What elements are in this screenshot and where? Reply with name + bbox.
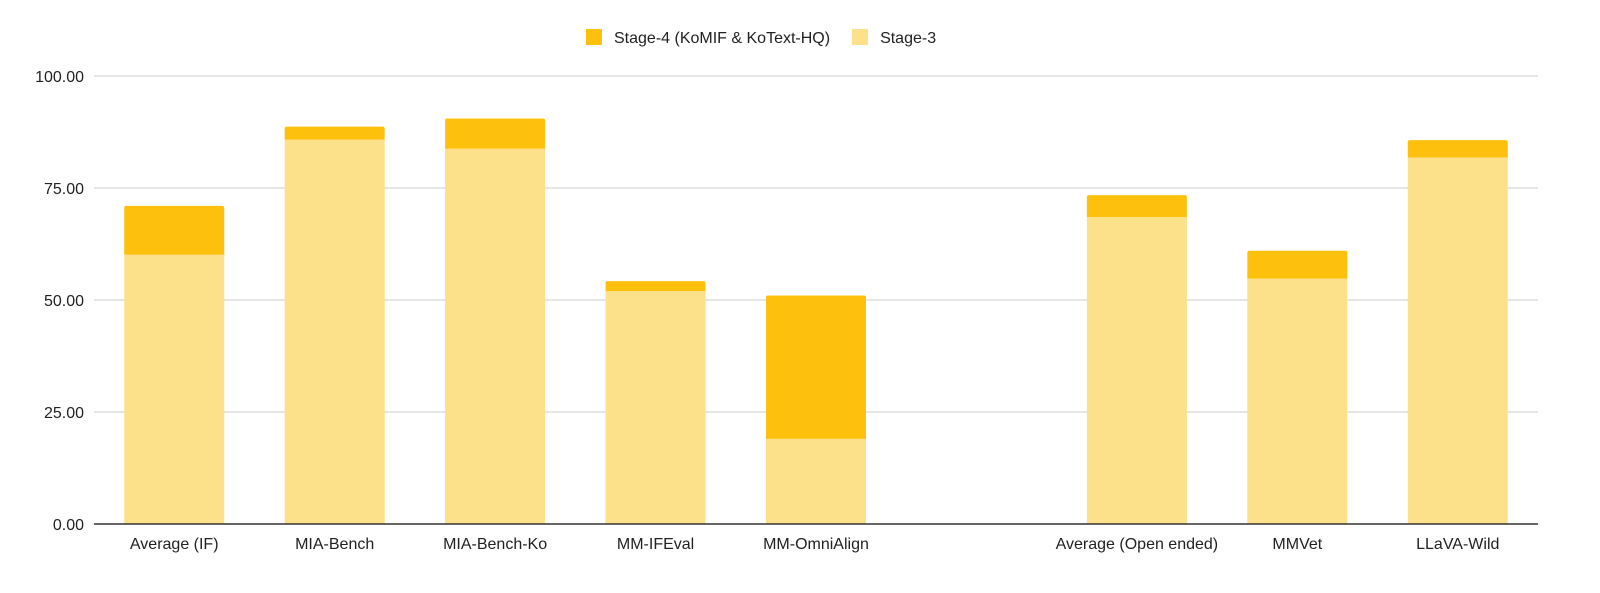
legend: Stage-4 (KoMIF & KoText-HQ) Stage-3 xyxy=(586,29,936,47)
y-tick-label: 25.00 xyxy=(44,405,84,422)
legend-swatch-stage-4-komif-kotext-hq xyxy=(586,29,602,45)
bar-stage-3-mmvet xyxy=(1247,278,1348,524)
bar-stage-4-mia-bench xyxy=(284,126,385,140)
bar-stage-3-mia-bench-ko xyxy=(445,148,546,525)
y-tick-label: 75.00 xyxy=(44,181,84,198)
bar-stage-4-mmvet xyxy=(1247,250,1348,279)
bar-stage-3-llava-wild xyxy=(1407,157,1508,524)
x-tick-label: MM-OmniAlign xyxy=(763,536,869,553)
bar-stage-3-mm-ifeval xyxy=(605,291,706,524)
bar-stage-4-mm-ifeval xyxy=(605,281,706,292)
bar-stage-3-mm-omnialign xyxy=(766,438,866,524)
x-axis: Average (IF) MIA-Bench MIA-Bench-Ko MM-IFEv… xyxy=(94,523,1538,553)
x-tick-label: MIA-Bench-Ko xyxy=(443,536,547,553)
y-axis: 0.00 25.00 50.00 75.00 100.00 xyxy=(35,69,84,534)
legend-swatch-stage-3 xyxy=(852,29,869,45)
x-tick-label: MIA-Bench xyxy=(295,536,374,553)
legend-label-stage-4-komif-kotext-hq: Stage-4 (KoMIF & KoText-HQ) xyxy=(614,30,830,47)
x-tick-label: MMVet xyxy=(1272,536,1322,553)
bars xyxy=(124,118,1508,525)
bar-stage-3-average-if xyxy=(124,254,225,524)
x-tick-label: LLaVA-Wild xyxy=(1416,536,1499,553)
x-tick-label: Average (IF) xyxy=(130,536,219,553)
bar-stage-3-average-open-ended xyxy=(1086,217,1187,524)
x-tick-label: MM-IFEval xyxy=(617,536,694,553)
y-tick-label: 0.00 xyxy=(53,517,84,534)
legend-label-stage-3: Stage-3 xyxy=(880,30,936,47)
bar-stage-3-mia-bench xyxy=(284,139,385,524)
x-tick-label: Average (Open ended) xyxy=(1056,536,1218,553)
y-tick-label: 50.00 xyxy=(44,293,84,310)
bar-stage-4-mia-bench-ko xyxy=(445,118,546,149)
y-tick-label: 100.00 xyxy=(35,69,84,86)
bar-stage-4-llava-wild xyxy=(1407,140,1508,158)
bar-stage-4-mm-omnialign xyxy=(766,295,866,439)
bar-stage-4-average-open-ended xyxy=(1086,195,1187,218)
bar-stage-4-average-if xyxy=(124,205,225,255)
